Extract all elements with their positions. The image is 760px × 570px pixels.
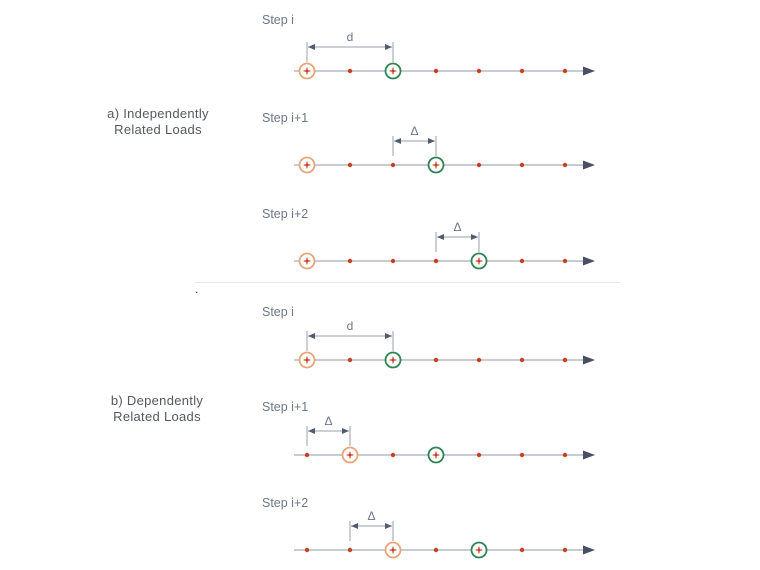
dim-arrow-left-icon [308, 333, 315, 339]
step-label: Step i+2 [262, 207, 308, 221]
axis-arrowhead-icon [583, 66, 595, 76]
green-load-marker [427, 156, 445, 174]
step-label: Step i [262, 13, 294, 27]
grid-dot [433, 68, 439, 74]
step-row-a-1: Δ Step i+1 [262, 111, 595, 174]
step-row-b-1: Δ Step i+1 [262, 400, 595, 464]
grid-dot [347, 357, 353, 363]
grid-dot [519, 452, 525, 458]
grid-dot [347, 547, 353, 553]
axis-arrowhead-icon [583, 545, 595, 555]
grid-dot [519, 162, 525, 168]
grid-dot [476, 452, 482, 458]
dim-arrow-right-icon [385, 44, 392, 50]
section-b-label-line2: Related Loads [113, 409, 201, 424]
grid-dot [347, 68, 353, 74]
grid-dot [390, 162, 396, 168]
grid-dot [433, 357, 439, 363]
stray-period-mark: . [195, 282, 199, 296]
step-label: Step i+1 [262, 111, 308, 125]
step-label: Step i+2 [262, 496, 308, 510]
dim-arrow-left-icon [308, 428, 315, 434]
dim-arrow-right-icon [428, 138, 435, 144]
grid-dot [476, 357, 482, 363]
dimension-label: Δ [367, 509, 375, 523]
green-load-marker [427, 446, 445, 464]
grid-dot [476, 162, 482, 168]
dim-arrow-right-icon [471, 234, 478, 240]
orange-load-marker [298, 156, 316, 174]
grid-dot [476, 68, 482, 74]
dim-arrow-right-icon [342, 428, 349, 434]
grid-dot [519, 68, 525, 74]
grid-dot [433, 258, 439, 264]
dimension-label: Δ [324, 414, 332, 428]
dimension-label: Δ [410, 124, 418, 138]
section-b-label: b) Dependently Related Loads [67, 393, 247, 425]
axis-arrowhead-icon [583, 256, 595, 266]
step-label: Step i [262, 305, 294, 319]
grid-dot [347, 258, 353, 264]
grid-dot [562, 258, 568, 264]
green-load-marker [384, 62, 402, 80]
step-row-a-2: Δ Step i+2 [262, 207, 595, 270]
grid-dot [562, 452, 568, 458]
dim-arrow-left-icon [351, 523, 358, 529]
grid-dot [433, 547, 439, 553]
grid-dot [562, 162, 568, 168]
grid-dot [562, 68, 568, 74]
grid-dot [519, 547, 525, 553]
axis-arrowhead-icon [583, 355, 595, 365]
orange-load-marker [341, 446, 359, 464]
grid-dot [562, 357, 568, 363]
dimension-marker: Δ [349, 509, 394, 541]
section-a-label-line1: a) Independently [107, 106, 209, 121]
dimension-marker: Δ [392, 124, 437, 156]
dim-arrow-left-icon [437, 234, 444, 240]
dimension-label: Δ [453, 220, 461, 234]
step-row-a-0: d Step i [262, 13, 595, 80]
grid-dot [347, 162, 353, 168]
axis-arrowhead-icon [583, 160, 595, 170]
dimension-marker: Δ [435, 220, 480, 252]
grid-dot [519, 258, 525, 264]
section-a-label: a) Independently Related Loads [68, 106, 248, 138]
section-divider [195, 282, 620, 283]
grid-dot [519, 357, 525, 363]
grid-dot [304, 547, 310, 553]
dimension-marker: d [306, 319, 394, 351]
dim-arrow-left-icon [394, 138, 401, 144]
step-label: Step i+1 [262, 400, 308, 414]
dim-arrow-left-icon [308, 44, 315, 50]
orange-load-marker [298, 62, 316, 80]
orange-load-marker [298, 351, 316, 369]
green-load-marker [384, 351, 402, 369]
grid-dot [390, 258, 396, 264]
dim-arrow-right-icon [385, 333, 392, 339]
dim-arrow-right-icon [385, 523, 392, 529]
dimension-marker: Δ [306, 414, 351, 446]
section-a-label-line2: Related Loads [114, 122, 202, 137]
green-load-marker [470, 541, 488, 559]
grid-dot [390, 452, 396, 458]
grid-dot [304, 452, 310, 458]
dimension-label: d [347, 319, 354, 333]
orange-load-marker [384, 541, 402, 559]
step-row-b-2: Δ Step i+2 [262, 496, 595, 559]
section-b-label-line1: b) Dependently [110, 393, 204, 408]
dimension-label: d [347, 30, 354, 44]
step-row-b-0: d Step i [262, 305, 595, 369]
axis-arrowhead-icon [583, 450, 595, 460]
dimension-marker: d [306, 30, 394, 62]
grid-dot [562, 547, 568, 553]
orange-load-marker [298, 252, 316, 270]
green-load-marker [470, 252, 488, 270]
